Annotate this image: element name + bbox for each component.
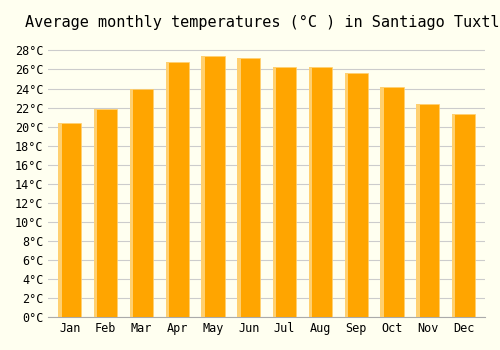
Bar — [344, 73, 348, 317]
Bar — [94, 110, 98, 317]
Bar — [273, 66, 276, 317]
Bar — [452, 114, 475, 317]
Bar — [416, 104, 420, 317]
Bar — [237, 58, 260, 317]
Bar — [452, 114, 456, 317]
Bar — [166, 62, 169, 317]
Bar — [202, 56, 205, 317]
Bar — [344, 73, 368, 317]
Bar — [94, 110, 118, 317]
Bar — [58, 123, 61, 317]
Bar — [130, 90, 134, 317]
Bar — [273, 66, 296, 317]
Bar — [130, 90, 153, 317]
Bar — [237, 58, 240, 317]
Bar — [202, 56, 224, 317]
Bar — [380, 87, 404, 317]
Bar — [308, 66, 332, 317]
Bar — [416, 104, 440, 317]
Bar — [380, 87, 384, 317]
Bar — [308, 66, 312, 317]
Title: Average monthly temperatures (°C ) in Santiago Tuxtla: Average monthly temperatures (°C ) in Sa… — [25, 15, 500, 30]
Bar — [58, 123, 82, 317]
Bar — [166, 62, 189, 317]
